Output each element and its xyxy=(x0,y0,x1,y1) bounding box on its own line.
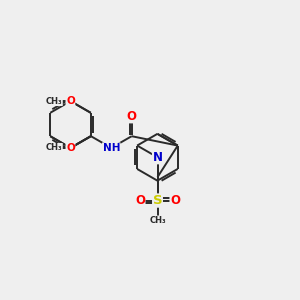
Text: O: O xyxy=(170,194,180,207)
Text: CH₃: CH₃ xyxy=(46,97,62,106)
Text: CH₃: CH₃ xyxy=(46,143,62,152)
Text: O: O xyxy=(127,110,137,123)
Text: S: S xyxy=(153,194,162,207)
Text: CH₃: CH₃ xyxy=(149,216,166,225)
Text: O: O xyxy=(66,143,75,153)
Text: N: N xyxy=(152,151,163,164)
Text: O: O xyxy=(66,96,75,106)
Text: NH: NH xyxy=(103,143,120,153)
Text: O: O xyxy=(135,194,145,207)
